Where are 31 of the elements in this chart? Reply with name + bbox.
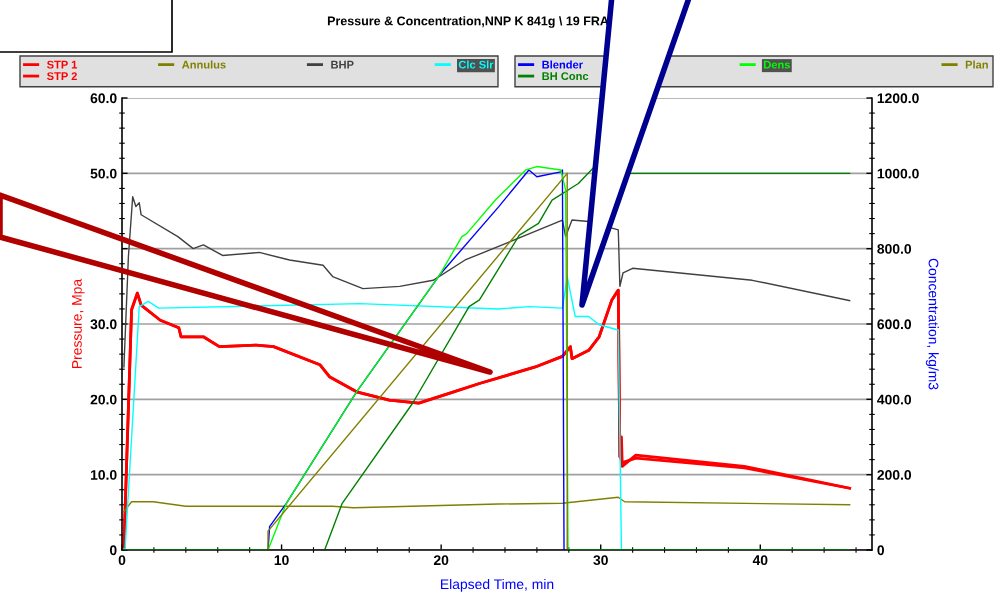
legend-label: Plan (965, 60, 988, 69)
y-tick-label: 50.0 (90, 168, 117, 179)
y-tick-label: 30.0 (90, 319, 117, 330)
legend-label: BH Conc (542, 72, 589, 81)
y-tick-label: 60.0 (90, 93, 117, 104)
legend-label: Dens (763, 60, 790, 69)
x-tick-label: 20 (433, 555, 449, 566)
chart-title: Pressure & Concentration,NNP K 841g \ 19 FRA (327, 16, 609, 28)
legend-label: STP 1 (46, 60, 78, 69)
legend-label: Blender (542, 60, 583, 69)
legend-label: Clc Slr (458, 60, 494, 69)
y2-tick-label: 0 (877, 545, 885, 556)
x-tick-label: 10 (274, 555, 289, 566)
legend-label: BHP (331, 60, 354, 69)
y2-tick-label: 1000.0 (877, 168, 919, 179)
y-axis-title: Pressure, Mpa (72, 278, 85, 369)
y2-tick-label: 400.0 (877, 394, 912, 405)
x-tick-label: 30 (593, 555, 608, 566)
y2-tick-label: 600.0 (877, 319, 912, 330)
y-tick-label: 0 (109, 545, 117, 556)
y2-axis-title: Concentration, kg/m3 (925, 258, 939, 390)
legend-label: Annulus (181, 60, 226, 69)
x-tick-label: 40 (752, 555, 768, 566)
y2-tick-label: 1200.0 (877, 93, 919, 104)
legend-label: STP 2 (46, 72, 77, 81)
y2-tick-label: 200.0 (877, 470, 912, 480)
y-tick-label: 20.0 (90, 394, 117, 405)
y-tick-label: 10.0 (90, 470, 117, 480)
x-axis-title: Elapsed Time, min (441, 578, 554, 592)
x-tick-label: 0 (118, 555, 126, 566)
y2-tick-label: 800.0 (877, 244, 912, 254)
